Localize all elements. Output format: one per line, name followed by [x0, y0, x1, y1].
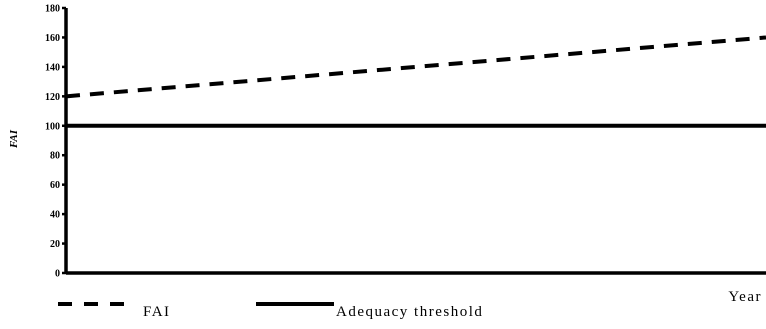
y-tick-label: 20 — [50, 239, 60, 250]
chart-legend: FAI Adequacy threshold — [58, 302, 483, 320]
x-axis-title: Year — [728, 289, 762, 305]
y-tick-label: 160 — [45, 33, 60, 44]
y-tick-label: 40 — [50, 210, 60, 221]
legend-label: FAI — [143, 304, 171, 320]
y-tick-label: 0 — [55, 269, 60, 280]
y-axis-ticks: 0 20 40 60 80 100 120 140 160 180 — [45, 4, 66, 280]
y-tick-label: 60 — [50, 180, 60, 191]
y-tick-label: 100 — [45, 121, 60, 132]
y-tick-label: 140 — [45, 62, 60, 73]
y-tick-label: 80 — [50, 151, 60, 162]
series-layer — [65, 35, 766, 128]
y-axis-title: FAI — [8, 129, 20, 149]
series-line-fai — [65, 35, 766, 99]
y-tick-label: 120 — [45, 92, 60, 103]
legend-label: Adequacy threshold — [336, 304, 483, 320]
y-tick-label: 180 — [45, 4, 60, 15]
